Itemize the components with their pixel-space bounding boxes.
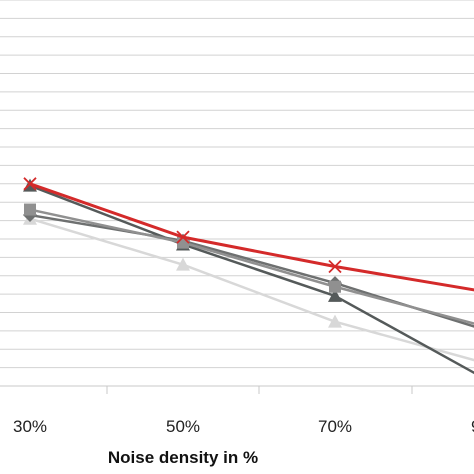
data-point-x-marker — [176, 230, 190, 244]
series-line — [29, 213, 474, 328]
data-point-square — [24, 203, 36, 216]
x-tick-label: 90% — [471, 417, 474, 436]
data-point-x-marker — [328, 259, 342, 274]
series-4 — [23, 211, 474, 362]
x-axis-title: Noise density in % — [108, 448, 258, 467]
series-1 — [24, 203, 474, 325]
x-tick-label: 50% — [166, 417, 200, 436]
data-point-triangle — [328, 314, 342, 328]
data-point-x-marker — [23, 177, 37, 191]
data-point-triangle — [328, 288, 342, 302]
series-line — [29, 184, 474, 375]
x-tick-label: 70% — [318, 417, 352, 436]
series-0 — [23, 177, 474, 292]
x-axis — [0, 385, 474, 394]
series-2 — [23, 208, 474, 328]
series-group — [23, 177, 474, 375]
data-point-square — [329, 280, 341, 293]
data-point-triangle — [176, 257, 190, 271]
x-tick-label: 30% — [13, 417, 47, 436]
series-line — [29, 217, 474, 362]
x-tick-labels: 30% 50% 70% 90% — [13, 417, 474, 436]
series-3 — [23, 178, 474, 375]
series-line — [29, 208, 474, 325]
series-line — [29, 182, 474, 292]
gridlines — [0, 0, 474, 369]
